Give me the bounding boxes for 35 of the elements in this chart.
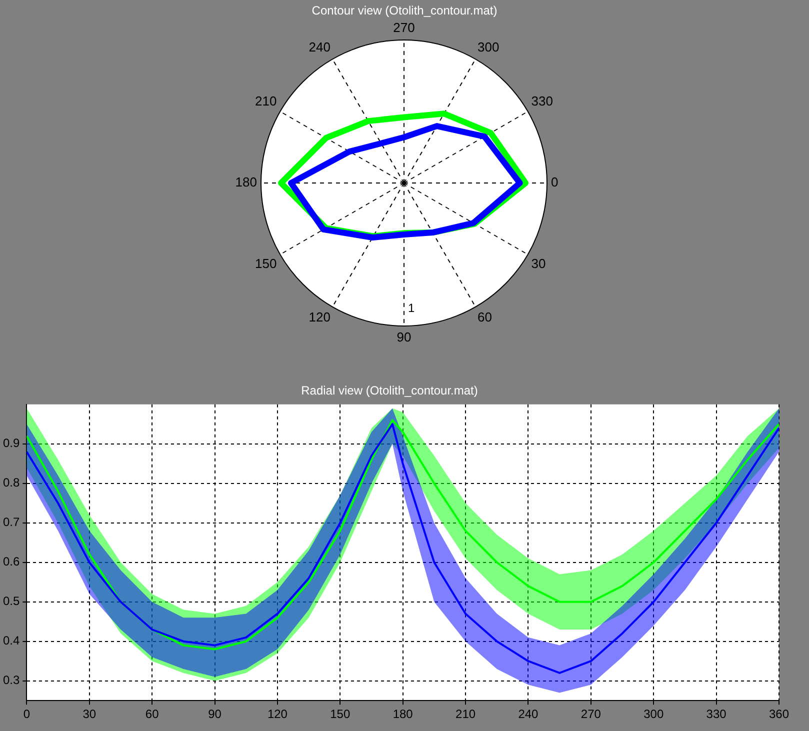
spoke-label: 0 [551, 174, 558, 190]
spoke-label: 120 [308, 310, 330, 325]
x-tick-label: 330 [706, 707, 727, 722]
x-tick-label: 60 [145, 707, 160, 722]
x-tick-label: 180 [392, 707, 414, 722]
spoke-label: 150 [254, 256, 277, 271]
x-tick-label: 90 [208, 707, 222, 722]
x-tick-label: 150 [330, 707, 350, 722]
x-tick-label: 360 [768, 707, 790, 722]
y-tick-label: 0.6 [2, 554, 20, 569]
spoke-label: 270 [393, 20, 415, 35]
y-tick-label: 0.7 [2, 515, 20, 530]
chart-title: Contour view (Otolith_contour.mat) [312, 4, 498, 18]
spoke-label: 240 [308, 39, 330, 54]
x-tick-label: 210 [456, 707, 476, 722]
y-tick-label: 0.8 [2, 476, 20, 490]
spoke-label: 60 [478, 310, 492, 325]
y-tick-label: 0.5 [2, 594, 20, 608]
x-tick-label: 120 [267, 707, 288, 722]
x-tick-label: 240 [518, 707, 539, 722]
spoke-label: 180 [235, 174, 257, 190]
spoke-label: 210 [254, 93, 277, 108]
spoke-label: 330 [531, 93, 554, 108]
text: 1 [408, 301, 415, 316]
spoke-label: 90 [396, 329, 412, 344]
spoke-label: 30 [531, 256, 546, 271]
chart-title: Radial view (Otolith_contour.mat) [301, 384, 478, 398]
y-tick-label: 0.4 [2, 634, 20, 648]
spoke-label: 300 [478, 39, 500, 54]
x-tick-label: 30 [82, 707, 96, 722]
x-tick-label: 300 [644, 707, 664, 722]
y-tick-label: 0.9 [2, 436, 20, 450]
y-tick-label: 0.3 [2, 673, 20, 688]
x-tick-label: 270 [580, 707, 602, 722]
x-tick-label: 0 [23, 707, 30, 722]
